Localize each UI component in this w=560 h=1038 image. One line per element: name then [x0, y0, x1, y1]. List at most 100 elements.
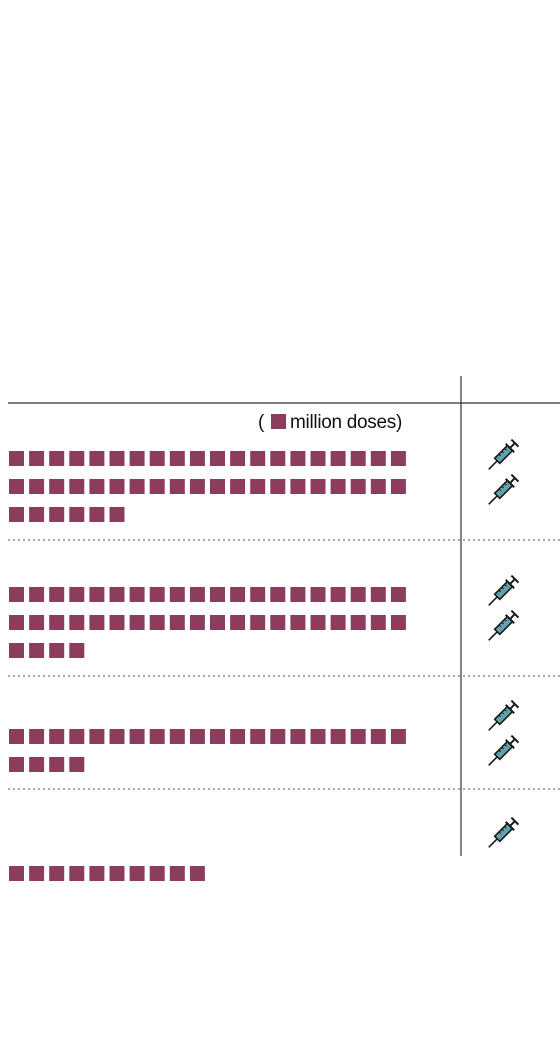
- dose-square: [370, 479, 386, 494]
- dose-square: [149, 729, 165, 744]
- dose-square: [49, 507, 65, 522]
- dose-square: [189, 615, 205, 630]
- dose-square: [250, 615, 266, 630]
- dose-square: [169, 451, 185, 466]
- dose-square: [29, 615, 45, 630]
- dose-square: [69, 757, 85, 772]
- dose-square: [210, 615, 225, 630]
- dose-square: [29, 729, 45, 744]
- dose-square: [250, 729, 266, 744]
- dose-square: [9, 729, 24, 744]
- dose-square: [270, 479, 286, 494]
- dose-square: [310, 479, 326, 494]
- dose-square: [69, 615, 85, 630]
- dose-square: [49, 615, 65, 630]
- dose-square: [290, 479, 306, 494]
- dose-square: [270, 729, 286, 744]
- dose-square: [189, 451, 205, 466]
- dose-square: [109, 451, 125, 466]
- dose-square: [350, 451, 366, 466]
- dose-square: [169, 587, 185, 602]
- dose-square: [350, 479, 366, 494]
- dose-square: [370, 451, 386, 466]
- dose-square: [370, 729, 386, 744]
- dose-square: [169, 479, 185, 494]
- syringe-icon: [488, 438, 520, 470]
- dose-square: [230, 451, 246, 466]
- dose-square: [49, 729, 65, 744]
- dose-square: [9, 757, 24, 772]
- dose-square: [9, 615, 24, 630]
- dose-square: [250, 479, 266, 494]
- dose-square: [370, 587, 386, 602]
- legend-square-icon: [271, 414, 287, 429]
- dose-square: [169, 866, 185, 881]
- legend-unit-label: million doses: [290, 412, 396, 433]
- dose-square: [9, 479, 24, 494]
- dose-square: [210, 729, 225, 744]
- dose-square: [210, 451, 225, 466]
- dose-square: [89, 479, 105, 494]
- dose-square: [9, 587, 24, 602]
- dose-square: [69, 729, 85, 744]
- dose-square: [89, 866, 105, 881]
- dose-square: [189, 479, 205, 494]
- dose-square: [390, 587, 406, 602]
- dose-square: [290, 729, 306, 744]
- dose-square: [230, 615, 246, 630]
- dose-square: [330, 729, 346, 744]
- dose-square: [49, 587, 65, 602]
- dose-square: [230, 587, 246, 602]
- dose-square: [149, 866, 165, 881]
- dose-square: [350, 729, 366, 744]
- dose-square: [89, 507, 105, 522]
- dose-square: [310, 587, 326, 602]
- dose-square: [250, 587, 266, 602]
- dose-square: [330, 587, 346, 602]
- dose-square: [29, 643, 45, 658]
- dose-square: [230, 479, 246, 494]
- dose-square: [69, 451, 85, 466]
- dose-square: [129, 479, 145, 494]
- dose-square: [9, 507, 24, 522]
- dose-square: [29, 507, 45, 522]
- dose-square: [310, 729, 326, 744]
- syringe-icon: [488, 734, 520, 766]
- dose-square: [129, 451, 145, 466]
- dose-square: [49, 451, 65, 466]
- dose-square: [390, 615, 406, 630]
- dose-square: [189, 866, 205, 881]
- dose-square: [129, 587, 145, 602]
- dose-square: [29, 757, 45, 772]
- dose-square: [330, 479, 346, 494]
- dose-square: [169, 615, 185, 630]
- dose-square: [310, 615, 326, 630]
- dose-square: [49, 643, 65, 658]
- dose-square: [330, 615, 346, 630]
- dose-square: [350, 587, 366, 602]
- dose-square: [129, 866, 145, 881]
- dose-square: [270, 587, 286, 602]
- dose-square: [370, 615, 386, 630]
- dose-square: [270, 451, 286, 466]
- dose-square: [210, 587, 225, 602]
- dose-square: [89, 451, 105, 466]
- dose-square: [350, 615, 366, 630]
- dose-square: [390, 729, 406, 744]
- syringe-icon: [488, 473, 520, 505]
- dose-square: [9, 643, 24, 658]
- dose-square: [169, 729, 185, 744]
- dose-square: [29, 866, 45, 881]
- dose-square: [270, 615, 286, 630]
- syringe-icon: [488, 699, 520, 731]
- dose-square: [109, 507, 125, 522]
- dose-square: [290, 615, 306, 630]
- dose-square: [189, 729, 205, 744]
- dose-square: [69, 866, 85, 881]
- dose-square: [230, 729, 246, 744]
- legend: (million doses): [258, 412, 402, 433]
- dose-square: [210, 479, 225, 494]
- syringe-icon: [488, 574, 520, 606]
- dose-square: [109, 729, 125, 744]
- dose-square: [290, 587, 306, 602]
